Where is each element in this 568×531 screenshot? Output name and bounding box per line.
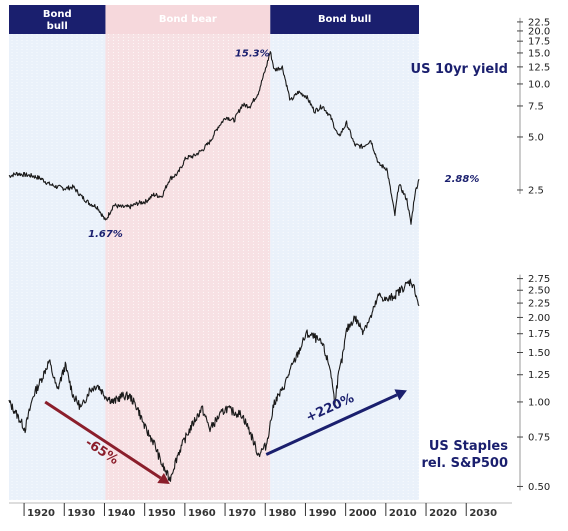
x-tick-label: 1960 [188, 508, 216, 519]
x-tick-label: 2020 [429, 508, 457, 519]
y-tick-label: 2.5 [528, 185, 544, 196]
y-tick-label: 20.0 [528, 26, 550, 37]
trend-arrow [265, 393, 398, 456]
trend-arrow [44, 400, 162, 480]
series-title: rel. S&P500 [421, 456, 508, 471]
x-tick-label: 2000 [349, 508, 377, 519]
regime-label: bull [47, 21, 68, 32]
x-tick-label: 1950 [148, 508, 176, 519]
regime-bands [9, 34, 419, 500]
y-tick-label: 5.0 [528, 132, 544, 143]
y-tick-label: 1.75 [528, 329, 550, 340]
yield-panel: 22.520.017.515.0 12.5 10.0 7.5 5.0 2.5 US 10yr… [8, 17, 550, 240]
y-tick-label: 10.0 [528, 79, 550, 90]
regime-header [105, 5, 271, 34]
x-tick-label: 1990 [309, 508, 337, 519]
trend-arrowhead [157, 472, 170, 485]
y-tick-label: 2.50 [528, 286, 550, 297]
x-tick-label: 1970 [228, 508, 256, 519]
value-annotation: 15.3% [235, 48, 270, 59]
regime-label: Bond [43, 9, 72, 20]
x-tick-label: 1920 [27, 508, 55, 519]
y-tick-label: 17.5 [528, 37, 550, 48]
y-tick-label: 7.5 [528, 101, 544, 112]
x-tick-label: 1940 [108, 508, 136, 519]
y-tick-label: 2.00 [528, 313, 550, 324]
y-tick-label: 12.5 [528, 62, 550, 73]
x-tick-label: 2030 [469, 508, 497, 519]
x-axis: 1920 1930 1940 1950 1960 1970 1980 1990 2000 2010… [9, 502, 512, 519]
y-tick-label: 1.00 [528, 397, 550, 408]
regime-header [270, 5, 419, 34]
y-tick-label: 22.5 [528, 17, 550, 28]
regime-label: Bond bull [318, 14, 371, 25]
value-annotation: 1.67% [88, 229, 123, 240]
y-tick-label: 2.25 [528, 299, 550, 310]
regime-header [9, 5, 106, 34]
value-annotation: 2.88% [445, 174, 480, 185]
series-title: US Staples [429, 439, 508, 454]
regime-band [9, 34, 106, 500]
series-title: US 10yr yield [411, 62, 508, 77]
y-tick-label: 1.25 [528, 370, 550, 381]
x-tick-label: 1930 [67, 508, 95, 519]
trend-arrowhead [394, 389, 407, 401]
y-tick-label: 0.75 [528, 433, 550, 444]
y-tick-label: 0.50 [528, 482, 550, 493]
x-tick-label: 2010 [389, 508, 417, 519]
regime-band [270, 34, 419, 500]
regime-label: Bond bear [159, 14, 217, 25]
series-line [8, 51, 420, 225]
x-tick-label: 1980 [268, 508, 296, 519]
y-tick-label: 15.0 [528, 48, 550, 59]
regime-band [105, 34, 271, 500]
y-tick-label: 2.75 [528, 274, 550, 285]
series-line [8, 278, 420, 482]
y-tick-label: 1.50 [528, 348, 550, 359]
